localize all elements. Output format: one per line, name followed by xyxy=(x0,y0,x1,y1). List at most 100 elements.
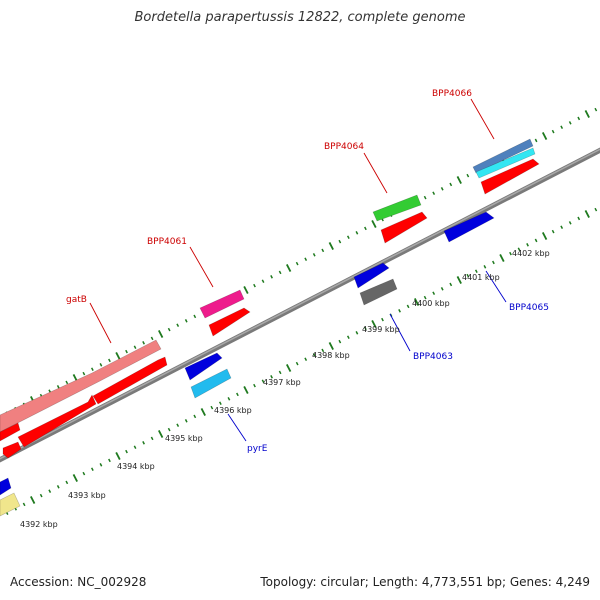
tick-mark xyxy=(466,273,470,278)
tick-mark xyxy=(474,269,478,273)
feature-BPP4065-cds[interactable] xyxy=(443,211,495,243)
feature-BPP4061-cds[interactable] xyxy=(208,307,251,337)
tick-mark xyxy=(304,257,308,261)
kbp-label-4396: 4396 kbp xyxy=(214,406,252,415)
leader-gatB xyxy=(89,302,112,344)
tick-mark xyxy=(236,392,239,397)
tick-mark xyxy=(115,352,121,360)
feature-BPP4066-cds[interactable] xyxy=(480,158,540,195)
tick-mark xyxy=(413,298,420,306)
leader-BPP4064 xyxy=(363,152,388,194)
tick-mark xyxy=(312,253,316,257)
tick-mark xyxy=(253,283,256,288)
tick-mark xyxy=(261,379,265,383)
tick-mark xyxy=(381,317,384,322)
tick-mark xyxy=(82,471,86,476)
gene-label-gatB[interactable]: gatB xyxy=(66,295,87,305)
tick-mark xyxy=(346,235,350,239)
tick-mark xyxy=(492,260,495,265)
tick-mark xyxy=(133,445,137,449)
feature-gatB-cds[interactable] xyxy=(17,394,97,448)
tick-mark xyxy=(184,419,188,423)
tick-mark xyxy=(286,364,292,372)
tick-mark xyxy=(90,467,94,471)
feature-BPP4063-cog[interactable] xyxy=(359,278,398,306)
genome-summary: Topology: circular; Length: 4,773,551 bp… xyxy=(260,575,590,589)
tick-mark xyxy=(295,261,299,266)
tick-mark xyxy=(193,414,197,419)
gene-label-BPP4065[interactable]: BPP4065 xyxy=(509,303,549,313)
tick-mark xyxy=(115,452,121,460)
tick-mark xyxy=(594,207,598,212)
tick-mark xyxy=(517,247,521,251)
tick-mark xyxy=(72,474,78,482)
feature-gatB-cds-left[interactable] xyxy=(0,422,21,442)
kbp-label-4399: 4399 kbp xyxy=(362,325,400,334)
kbp-label-4392: 4392 kbp xyxy=(20,520,58,529)
kbp-label-4400: 4400 kbp xyxy=(412,299,450,308)
tick-mark xyxy=(398,309,401,313)
tick-mark xyxy=(22,502,26,507)
tick-mark xyxy=(193,314,197,319)
feature-pyrE-cog[interactable] xyxy=(190,368,232,399)
tick-mark xyxy=(560,125,564,129)
tick-mark xyxy=(364,326,367,331)
tick-mark xyxy=(338,339,342,344)
tick-mark xyxy=(304,357,308,361)
tick-mark xyxy=(278,270,282,275)
genome-backbone xyxy=(0,147,600,463)
tick-mark xyxy=(509,251,512,256)
tick-mark xyxy=(99,463,103,467)
feature-left-red-small[interactable] xyxy=(2,441,22,459)
tick-mark xyxy=(568,121,572,125)
tick-mark xyxy=(167,427,171,432)
tick-mark xyxy=(483,265,487,269)
tick-mark xyxy=(456,176,462,184)
feature-BPP4061-cog[interactable] xyxy=(199,289,245,319)
feature-left-blue[interactable] xyxy=(0,477,12,496)
tick-mark xyxy=(584,110,590,118)
feature-gatB-cds2[interactable] xyxy=(92,356,168,405)
tick-mark xyxy=(541,132,548,140)
tick-mark xyxy=(594,107,598,112)
gene-label-BPP4063[interactable]: BPP4063 xyxy=(413,352,453,362)
accession-text: Accession: NC_002928 xyxy=(10,575,147,589)
tick-mark xyxy=(584,210,590,218)
tick-mark xyxy=(39,493,43,498)
feature-BPP4066-cog2[interactable] xyxy=(475,147,536,179)
tick-mark xyxy=(432,191,436,195)
tick-mark xyxy=(125,349,128,354)
tick-mark xyxy=(440,187,444,191)
leader-pyrE xyxy=(227,413,247,442)
feature-BPP4064-cds[interactable] xyxy=(380,211,428,244)
tick-mark xyxy=(295,361,299,366)
tick-mark xyxy=(449,282,453,287)
tick-mark xyxy=(278,370,282,375)
feature-BPP4064-cog[interactable] xyxy=(372,194,422,222)
feature-pyrE-cds[interactable] xyxy=(184,352,223,381)
leader-BPP4061 xyxy=(189,246,214,288)
feature-left-yellow[interactable] xyxy=(0,492,21,517)
leader-BPP4066 xyxy=(470,98,495,140)
tick-mark xyxy=(364,226,367,231)
feature-BPP4063-cds[interactable] xyxy=(353,262,390,289)
gene-label-pyrE[interactable]: pyrE xyxy=(247,444,268,454)
kbp-label-4398: 4398 kbp xyxy=(312,351,350,360)
tick-mark xyxy=(321,348,325,353)
tick-mark xyxy=(133,345,137,349)
gene-labels: gatB BPP4061 BPP4064 BPP4066 pyrE BPP4063 BPP4… xyxy=(66,89,549,454)
tick-mark xyxy=(551,229,555,234)
tick-mark xyxy=(210,405,214,410)
tick-mark xyxy=(534,138,538,143)
tick-mark xyxy=(355,231,359,235)
tick-mark xyxy=(184,319,188,323)
tick-mark xyxy=(355,331,359,335)
feature-gatB-cog[interactable] xyxy=(0,339,162,433)
gene-label-BPP4066[interactable]: BPP4066 xyxy=(432,89,472,99)
tick-mark xyxy=(150,336,154,341)
feature-BPP4066-cog[interactable] xyxy=(472,138,534,174)
gene-label-BPP4061[interactable]: BPP4061 xyxy=(147,237,187,247)
tick-mark xyxy=(125,449,128,454)
tick-mark xyxy=(56,485,60,489)
gene-label-BPP4064[interactable]: BPP4064 xyxy=(324,142,364,152)
